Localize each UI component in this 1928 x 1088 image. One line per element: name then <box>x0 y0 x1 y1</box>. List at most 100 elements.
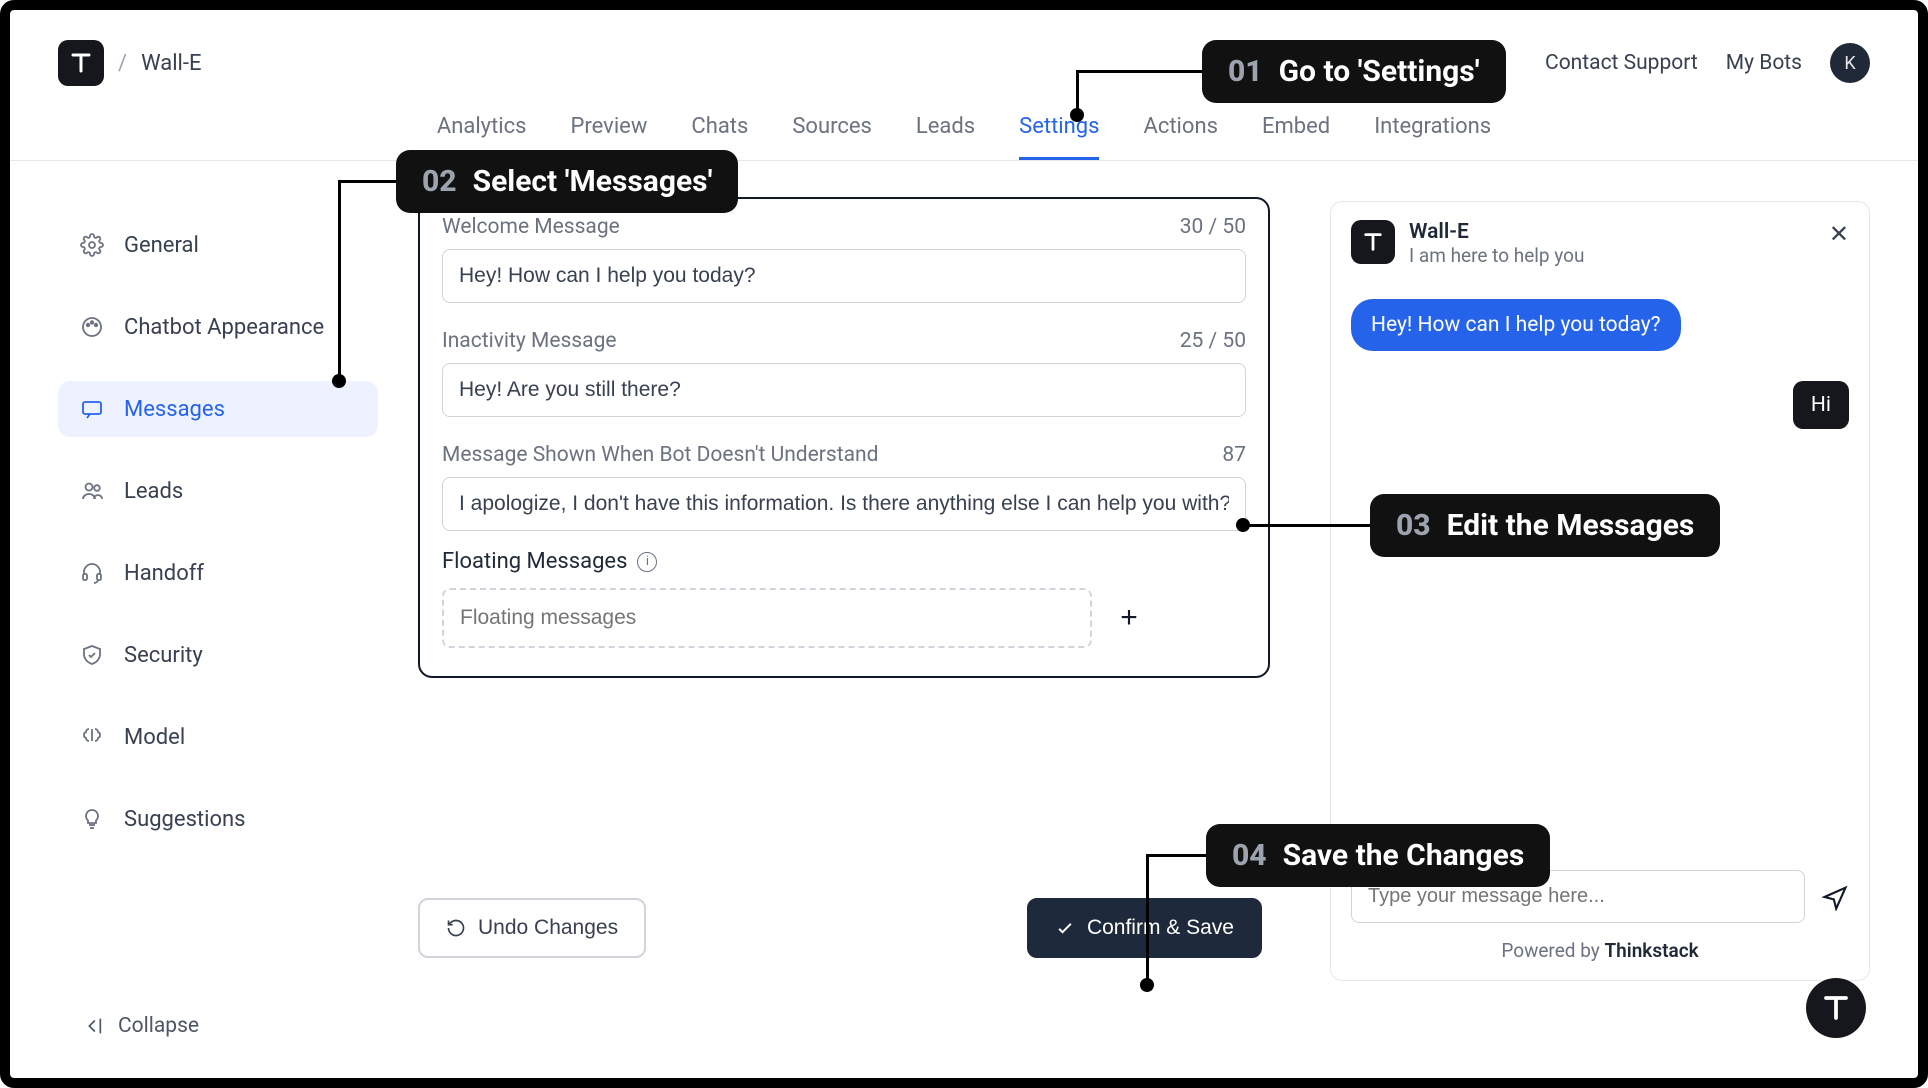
powered-prefix: Powered by <box>1501 939 1604 962</box>
action-row: Undo Changes Confirm & Save <box>418 898 1270 958</box>
collapse-label: Collapse <box>118 1014 199 1038</box>
sidebar-item-label: Suggestions <box>124 807 246 832</box>
header-left: / Wall-E <box>58 40 202 86</box>
sidebar-item-messages[interactable]: Messages <box>58 381 378 437</box>
logo-icon <box>1362 231 1384 253</box>
sidebar-item-security[interactable]: Security <box>58 627 378 683</box>
tab-settings[interactable]: Settings <box>1019 114 1099 160</box>
tab-actions[interactable]: Actions <box>1143 114 1217 160</box>
collapse-icon <box>82 1015 104 1037</box>
preview-bot-name: Wall-E <box>1409 220 1584 244</box>
inactivity-input[interactable] <box>442 363 1246 417</box>
callout-text: Select 'Messages' <box>473 164 713 199</box>
sidebar-item-label: Handoff <box>124 561 204 586</box>
floating-input[interactable] <box>442 588 1092 648</box>
add-floating-button[interactable]: + <box>1114 601 1144 635</box>
contact-support-link[interactable]: Contact Support <box>1545 51 1698 75</box>
sidebar-item-label: Chatbot Appearance <box>124 315 324 340</box>
logo-icon <box>69 51 93 75</box>
sidebar-item-label: Messages <box>124 397 225 422</box>
tab-sources[interactable]: Sources <box>792 114 872 160</box>
gear-icon <box>78 231 106 259</box>
logo-icon <box>1821 993 1851 1023</box>
close-icon[interactable]: ✕ <box>1829 220 1849 248</box>
my-bots-link[interactable]: My Bots <box>1726 51 1802 75</box>
callout-01-dot <box>1070 108 1084 122</box>
palette-icon <box>78 313 106 341</box>
tab-embed[interactable]: Embed <box>1262 114 1330 160</box>
tab-integrations[interactable]: Integrations <box>1374 114 1491 160</box>
callout-num: 03 <box>1396 508 1431 543</box>
header: / Wall-E Contact Support My Bots K <box>10 10 1918 94</box>
welcome-input[interactable] <box>442 249 1246 303</box>
callout-text: Edit the Messages <box>1447 508 1695 543</box>
fallback-input[interactable] <box>442 477 1246 531</box>
welcome-field: Welcome Message 30 / 50 <box>442 215 1246 303</box>
powered-brand: Thinkstack <box>1604 939 1698 962</box>
collapse-button[interactable]: Collapse <box>82 1014 199 1038</box>
send-icon[interactable] <box>1821 883 1849 911</box>
settings-sidebar: General Chatbot Appearance Messages <box>58 161 418 1081</box>
shield-icon <box>78 641 106 669</box>
sidebar-item-handoff[interactable]: Handoff <box>58 545 378 601</box>
callout-02-dot <box>332 374 346 388</box>
top-tabs: Analytics Preview Chats Sources Leads Se… <box>10 94 1918 161</box>
preview-column: Wall-E I am here to help you ✕ Hey! How … <box>1330 161 1870 1081</box>
callout-num: 01 <box>1228 54 1263 89</box>
sidebar-item-leads[interactable]: Leads <box>58 463 378 519</box>
inactivity-label: Inactivity Message <box>442 329 617 353</box>
users-icon <box>78 477 106 505</box>
sidebar-item-appearance[interactable]: Chatbot Appearance <box>58 299 378 355</box>
inactivity-counter: 25 / 50 <box>1180 329 1246 353</box>
callout-02-line-v <box>338 180 341 380</box>
chat-icon <box>78 395 106 423</box>
lightbulb-icon <box>78 805 106 833</box>
headset-icon <box>78 559 106 587</box>
welcome-counter: 30 / 50 <box>1180 215 1246 239</box>
app-logo[interactable] <box>58 40 104 86</box>
sidebar-item-label: General <box>124 233 199 258</box>
chat-fab[interactable] <box>1806 978 1866 1038</box>
floating-title: Floating Messages <box>442 549 627 574</box>
preview-subtitle: I am here to help you <box>1409 244 1584 267</box>
callout-01-line <box>1076 70 1202 73</box>
editor-column: Welcome Message 30 / 50 Inactivity Messa… <box>418 161 1270 1081</box>
callout-num: 04 <box>1232 838 1267 873</box>
tab-leads[interactable]: Leads <box>916 114 975 160</box>
callout-03-dot <box>1236 518 1250 532</box>
bot-message-bubble: Hey! How can I help you today? <box>1351 299 1681 351</box>
floating-title-row: Floating Messages i <box>442 549 1246 574</box>
fallback-counter: 87 <box>1222 443 1246 467</box>
callout-04-line-h <box>1146 854 1206 857</box>
brain-icon <box>78 723 106 751</box>
sidebar-item-label: Leads <box>124 479 183 504</box>
sidebar-item-model[interactable]: Model <box>58 709 378 765</box>
callout-04-line-v <box>1146 854 1149 984</box>
undo-changes-button[interactable]: Undo Changes <box>418 898 646 958</box>
undo-label: Undo Changes <box>478 916 618 940</box>
user-message-bubble: Hi <box>1793 381 1849 429</box>
inactivity-field: Inactivity Message 25 / 50 <box>442 329 1246 417</box>
preview-logo <box>1351 220 1395 264</box>
callout-text: Go to 'Settings' <box>1279 54 1480 89</box>
confirm-save-button[interactable]: Confirm & Save <box>1027 898 1262 958</box>
sidebar-item-label: Model <box>124 725 185 750</box>
sidebar-item-general[interactable]: General <box>58 217 378 273</box>
callout-03: 03 Edit the Messages <box>1370 494 1720 557</box>
preview-titles: Wall-E I am here to help you <box>1409 220 1584 267</box>
avatar[interactable]: K <box>1830 43 1870 83</box>
callout-02-line-h <box>338 180 396 183</box>
callout-01: 01 Go to 'Settings' <box>1202 40 1506 103</box>
avatar-initial: K <box>1844 53 1855 74</box>
messages-editor-card: Welcome Message 30 / 50 Inactivity Messa… <box>418 197 1270 678</box>
info-icon[interactable]: i <box>637 552 657 572</box>
confirm-label: Confirm & Save <box>1087 916 1234 940</box>
floating-row: + <box>442 588 1246 648</box>
fallback-label: Message Shown When Bot Doesn't Understan… <box>442 443 878 467</box>
main: General Chatbot Appearance Messages <box>10 161 1918 1081</box>
sidebar-item-suggestions[interactable]: Suggestions <box>58 791 378 847</box>
sidebar-item-label: Security <box>124 643 203 668</box>
breadcrumb-bot-name[interactable]: Wall-E <box>141 51 201 76</box>
check-icon <box>1055 918 1075 938</box>
callout-03-line <box>1246 524 1370 527</box>
